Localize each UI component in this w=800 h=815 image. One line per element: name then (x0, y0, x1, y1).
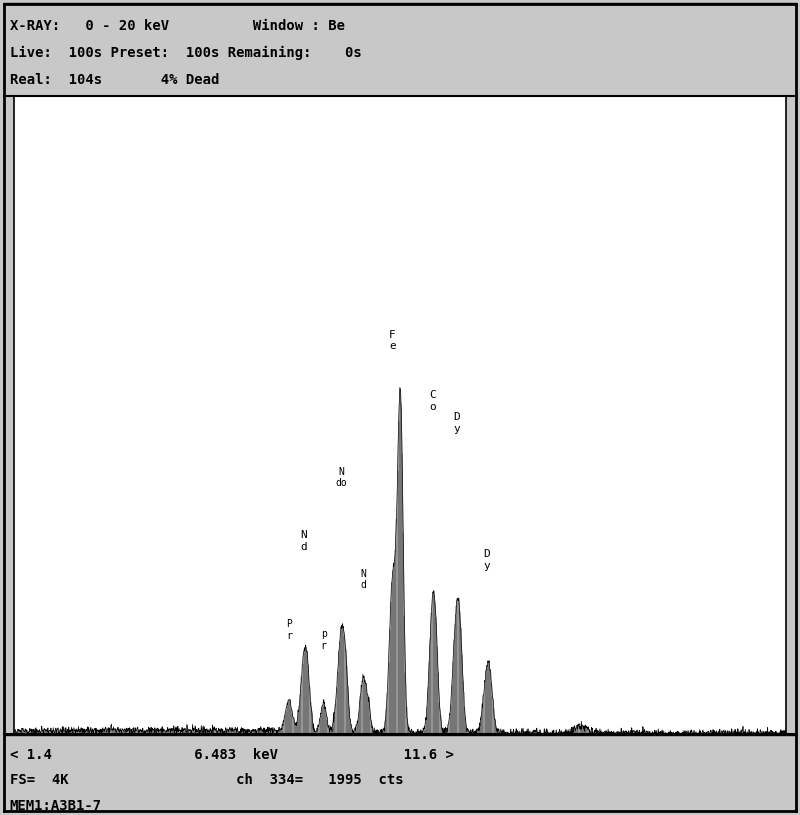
Text: D
y: D y (396, 55, 403, 83)
Text: C
o: C o (429, 390, 436, 412)
Text: D
y: D y (483, 549, 490, 571)
Text: p
r: p r (321, 629, 326, 650)
Text: X-RAY:   0 - 20 keV          Window : Be: X-RAY: 0 - 20 keV Window : Be (10, 20, 345, 33)
Text: D
y: D y (454, 412, 460, 434)
Text: N
do: N do (335, 466, 347, 488)
Text: F
e: F e (389, 329, 396, 351)
Text: FS=  4K                    ch  334=   1995  cts: FS= 4K ch 334= 1995 cts (10, 773, 403, 786)
Text: P
r: P r (286, 619, 292, 641)
Text: Live:  100s Preset:  100s Remaining:    0s: Live: 100s Preset: 100s Remaining: 0s (10, 46, 362, 60)
Text: N
d: N d (301, 531, 307, 552)
Text: N
d: N d (360, 569, 366, 590)
Text: MEM1:A3B1-7: MEM1:A3B1-7 (10, 799, 102, 813)
Text: Real:  104s       4% Dead: Real: 104s 4% Dead (10, 73, 219, 87)
Text: < 1.4                 6.483  keV               11.6 >: < 1.4 6.483 keV 11.6 > (10, 748, 454, 762)
